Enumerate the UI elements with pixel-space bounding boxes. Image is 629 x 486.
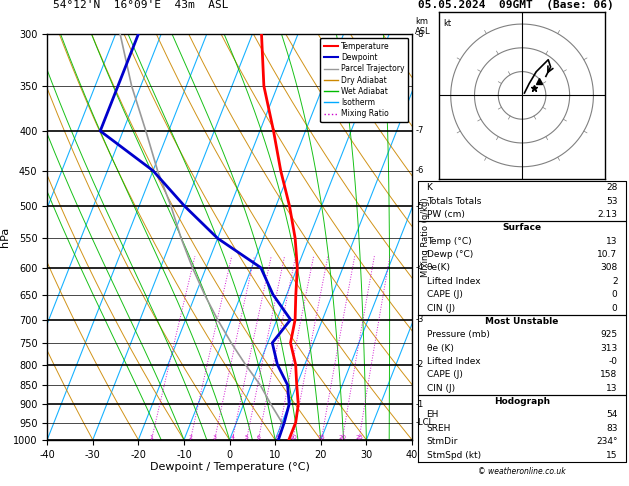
Text: EH: EH <box>426 411 439 419</box>
Text: 4: 4 <box>230 435 235 440</box>
Text: Mixing Ratio (g/kg): Mixing Ratio (g/kg) <box>421 197 430 277</box>
Text: Pressure (mb): Pressure (mb) <box>426 330 489 339</box>
Text: 308: 308 <box>600 263 618 273</box>
Text: 158: 158 <box>600 370 618 380</box>
Text: θe (K): θe (K) <box>426 344 454 353</box>
Text: 6: 6 <box>257 435 260 440</box>
Text: 83: 83 <box>606 424 618 433</box>
Text: 3: 3 <box>213 435 216 440</box>
Text: 10.7: 10.7 <box>598 250 618 259</box>
Text: CAPE (J): CAPE (J) <box>426 370 462 380</box>
Text: 10: 10 <box>289 435 297 440</box>
Text: θe(K): θe(K) <box>426 263 450 273</box>
Text: -7: -7 <box>415 126 423 136</box>
Text: 54: 54 <box>606 411 618 419</box>
Text: SREH: SREH <box>426 424 451 433</box>
Text: Temp (°C): Temp (°C) <box>426 237 471 246</box>
Text: Surface: Surface <box>503 224 542 232</box>
Text: -1: -1 <box>415 400 423 409</box>
Text: 2: 2 <box>189 435 192 440</box>
Text: StmDir: StmDir <box>426 437 458 446</box>
Text: Totals Totals: Totals Totals <box>426 197 481 206</box>
Text: 13: 13 <box>606 237 618 246</box>
Text: -4: -4 <box>415 263 423 272</box>
Text: -LCL: -LCL <box>415 418 433 427</box>
Text: K: K <box>426 183 433 192</box>
Text: Hodograph: Hodograph <box>494 397 550 406</box>
Text: 28: 28 <box>606 183 618 192</box>
Text: Lifted Index: Lifted Index <box>426 357 480 366</box>
Text: 20: 20 <box>338 435 346 440</box>
Text: -3: -3 <box>415 315 423 324</box>
Text: 15: 15 <box>318 435 325 440</box>
Text: 54°12'N  16°09'E  43m  ASL: 54°12'N 16°09'E 43m ASL <box>53 0 229 10</box>
Text: 5: 5 <box>245 435 248 440</box>
Y-axis label: hPa: hPa <box>0 227 10 247</box>
Text: -8: -8 <box>415 30 423 38</box>
Text: -5: -5 <box>415 202 423 211</box>
Text: -0: -0 <box>608 357 618 366</box>
Text: 15: 15 <box>606 451 618 460</box>
Text: Dewp (°C): Dewp (°C) <box>426 250 473 259</box>
Text: © weatheronline.co.uk: © weatheronline.co.uk <box>478 467 566 476</box>
Legend: Temperature, Dewpoint, Parcel Trajectory, Dry Adiabat, Wet Adiabat, Isotherm, Mi: Temperature, Dewpoint, Parcel Trajectory… <box>320 38 408 122</box>
Text: StmSpd (kt): StmSpd (kt) <box>426 451 481 460</box>
Text: CIN (J): CIN (J) <box>426 304 455 312</box>
Text: -2: -2 <box>415 360 423 369</box>
X-axis label: Dewpoint / Temperature (°C): Dewpoint / Temperature (°C) <box>150 462 309 472</box>
Text: 925: 925 <box>601 330 618 339</box>
Text: CIN (J): CIN (J) <box>426 384 455 393</box>
Text: 234°: 234° <box>596 437 618 446</box>
Text: kt: kt <box>443 19 452 28</box>
Text: 13: 13 <box>606 384 618 393</box>
Text: PW (cm): PW (cm) <box>426 210 464 219</box>
Text: 313: 313 <box>600 344 618 353</box>
Text: 25: 25 <box>355 435 363 440</box>
Text: km
ASL: km ASL <box>415 17 431 36</box>
Text: -6: -6 <box>415 166 423 175</box>
Text: 2: 2 <box>612 277 618 286</box>
Text: 05.05.2024  09GMT  (Base: 06): 05.05.2024 09GMT (Base: 06) <box>418 0 614 10</box>
Text: 0: 0 <box>612 290 618 299</box>
Text: 1: 1 <box>150 435 153 440</box>
Text: Most Unstable: Most Unstable <box>486 317 559 326</box>
Text: 2.13: 2.13 <box>598 210 618 219</box>
Text: CAPE (J): CAPE (J) <box>426 290 462 299</box>
Text: 53: 53 <box>606 197 618 206</box>
Text: 8: 8 <box>276 435 279 440</box>
Text: Lifted Index: Lifted Index <box>426 277 480 286</box>
Text: 0: 0 <box>612 304 618 312</box>
